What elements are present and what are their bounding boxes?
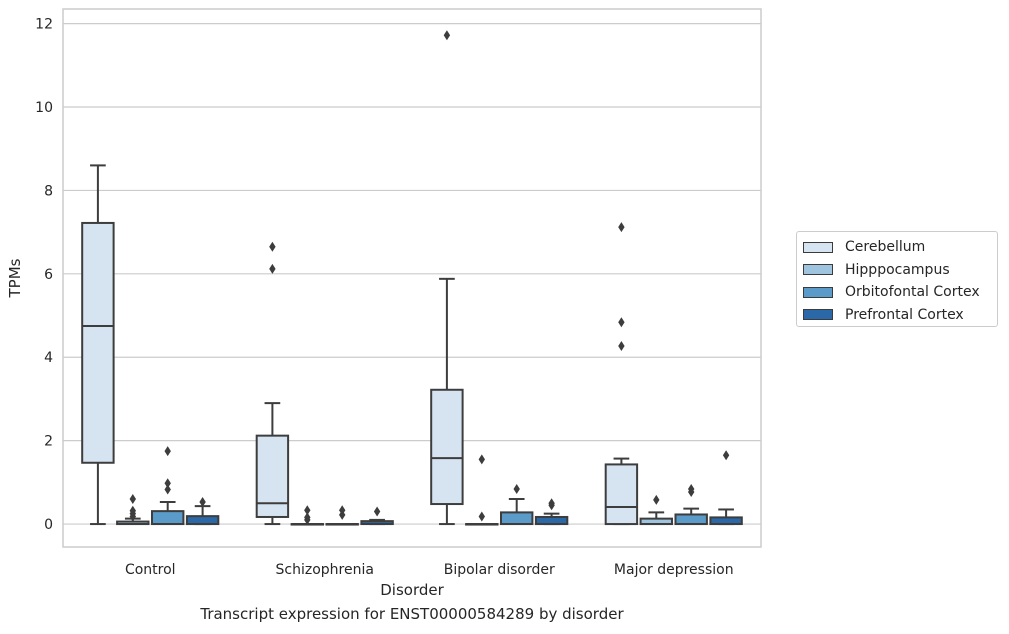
- y-tick-label: 10: [35, 100, 53, 116]
- box: [255, 434, 290, 518]
- y-axis-label: TPMs: [6, 258, 24, 298]
- box-cerebellum: [255, 241, 290, 526]
- box: [709, 516, 743, 526]
- legend-swatch: [803, 286, 833, 298]
- box-cerebellum: [604, 222, 639, 526]
- legend-item: Hipppocampus: [803, 259, 997, 282]
- box: [150, 510, 185, 526]
- chart-title: Transcript expression for ENST0000058428…: [200, 605, 624, 623]
- grid-lines: [63, 22, 761, 525]
- outlier-point: [199, 496, 206, 507]
- legend-label: Orbitofontal Cortex: [845, 284, 980, 301]
- outlier-point: [478, 454, 485, 465]
- box-prefrontal-cortex: [360, 506, 394, 526]
- outlier-point: [164, 484, 171, 495]
- legend-swatch: [803, 241, 833, 253]
- y-tick-label: 12: [35, 17, 53, 33]
- legend-swatch: [803, 264, 833, 276]
- box-prefrontal-cortex: [185, 496, 220, 526]
- legend-item: Prefrontal Cortex: [803, 304, 997, 327]
- outlier-point: [304, 505, 311, 516]
- y-tick-label: 8: [44, 183, 53, 199]
- box-orbitofontal-cortex: [674, 484, 708, 526]
- box: [499, 511, 534, 526]
- outlier-point: [339, 505, 346, 516]
- box-orbitofontal-cortex: [499, 484, 534, 526]
- x-tick-label: Control: [125, 562, 176, 578]
- x-tick-label: Bipolar disorder: [444, 562, 555, 578]
- y-tick-label: 0: [44, 517, 53, 533]
- outlier-point: [269, 241, 276, 252]
- outlier-point: [478, 511, 485, 522]
- outlier-point: [618, 222, 625, 233]
- y-tick-label: 4: [44, 350, 53, 366]
- box-orbitofontal-cortex: [325, 505, 359, 526]
- box-prefrontal-cortex: [534, 498, 569, 526]
- plot-frame: [62, 8, 762, 548]
- outlier-point: [688, 484, 695, 495]
- outlier-point: [548, 498, 555, 509]
- legend-label: Cerebellum: [845, 239, 926, 256]
- y-tick-label: 6: [44, 267, 53, 283]
- box: [674, 513, 708, 526]
- box: [81, 221, 115, 464]
- box-hipppocampus: [116, 494, 150, 526]
- x-axis-label: Disorder: [380, 581, 444, 599]
- x-tick-labels: Control Schizophrenia Bipolar disorder Majo…: [125, 562, 734, 578]
- outlier-point: [129, 494, 136, 505]
- box-cerebellum: [81, 164, 115, 526]
- outlier-point: [164, 478, 171, 489]
- legend-swatch: [803, 309, 833, 321]
- outlier-point: [129, 505, 136, 516]
- legend: Cerebellum Hipppocampus Orbitofontal Corte…: [796, 231, 998, 327]
- y-tick-labels: 0 2 4 6 8 10 12: [35, 17, 53, 533]
- legend-label: Prefrontal Cortex: [845, 306, 964, 323]
- box-hipppocampus: [465, 454, 499, 526]
- outlier-point: [513, 484, 520, 495]
- outlier-point: [373, 506, 381, 517]
- outlier-point: [618, 317, 625, 328]
- box: [604, 463, 639, 526]
- legend-label: Hipppocampus: [845, 261, 950, 278]
- box-layer: [81, 30, 743, 526]
- x-tick-label: Schizophrenia: [276, 562, 374, 578]
- outlier-point: [269, 263, 276, 274]
- outlier-point: [722, 450, 730, 461]
- outlier-point: [164, 446, 171, 457]
- box-orbitofontal-cortex: [150, 446, 185, 526]
- box: [534, 515, 569, 526]
- legend-item: Cerebellum: [803, 236, 997, 259]
- box-cerebellum: [430, 30, 464, 526]
- box: [430, 388, 464, 506]
- legend-item: Orbitofontal Cortex: [803, 281, 997, 304]
- outlier-point: [443, 30, 451, 41]
- box-hipppocampus: [639, 494, 674, 526]
- x-tick-label: Major depression: [614, 562, 734, 578]
- box: [185, 515, 220, 526]
- box-hipppocampus: [290, 505, 325, 526]
- y-tick-label: 2: [44, 434, 53, 450]
- outlier-point: [653, 494, 660, 505]
- box-prefrontal-cortex: [709, 450, 743, 526]
- outlier-point: [304, 512, 311, 523]
- outlier-point: [618, 340, 625, 351]
